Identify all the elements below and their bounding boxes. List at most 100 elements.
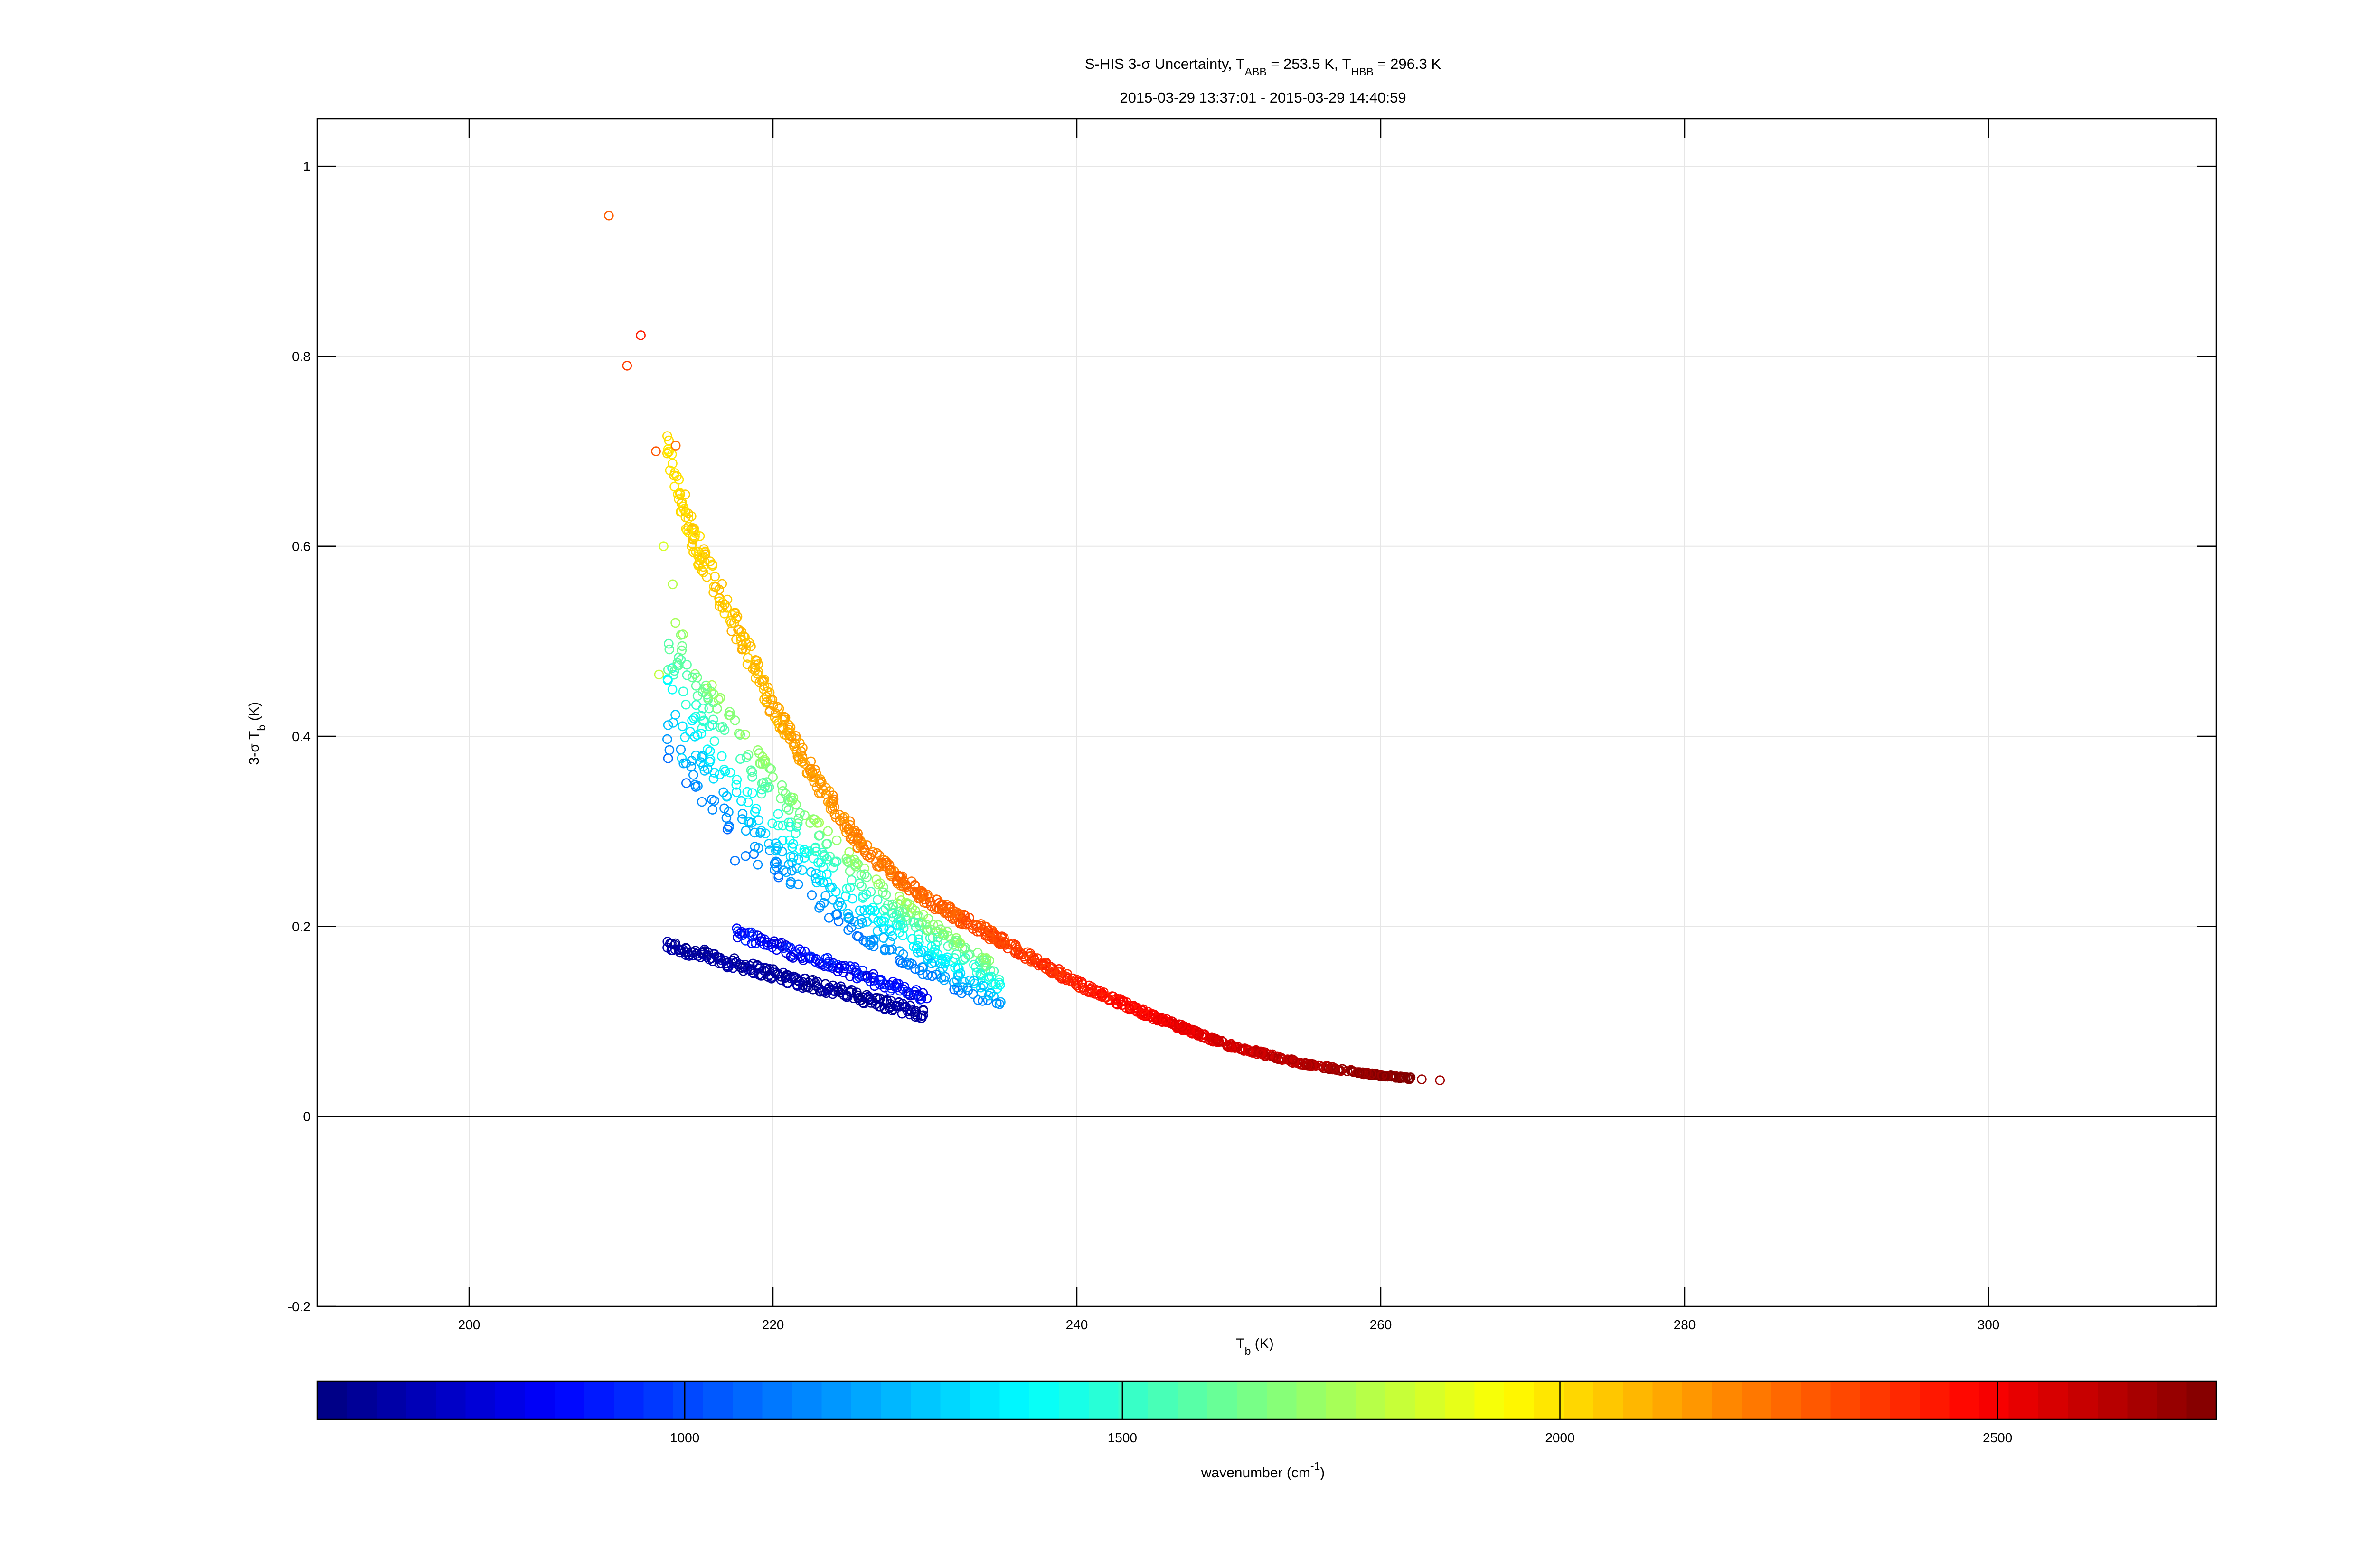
colorbar-cell	[1593, 1381, 1623, 1419]
data-point	[717, 722, 727, 732]
data-point	[800, 946, 810, 957]
data-point	[670, 441, 681, 451]
data-point	[794, 752, 804, 762]
data-point	[707, 559, 717, 570]
data-point	[774, 723, 785, 733]
data-point	[699, 766, 710, 776]
data-point	[777, 780, 787, 790]
data-point	[816, 871, 826, 881]
colorbar-cell	[1504, 1381, 1535, 1419]
colorbar-label: wavenumber (cm-1)	[1201, 1460, 1325, 1481]
data-point	[777, 836, 788, 845]
data-point	[791, 828, 801, 838]
data-point	[909, 917, 919, 927]
data-point	[690, 531, 700, 542]
data-point	[709, 689, 719, 699]
data-point	[788, 953, 798, 963]
data-point	[986, 932, 997, 942]
data-point	[743, 797, 753, 807]
data-point	[891, 919, 902, 930]
data-point	[856, 870, 867, 880]
data-point	[773, 718, 783, 728]
data-point	[747, 772, 757, 782]
data-point	[896, 895, 906, 905]
data-point	[975, 968, 985, 978]
data-point	[696, 711, 706, 721]
data-point	[815, 776, 826, 786]
data-point	[922, 993, 932, 1004]
data-point	[989, 966, 999, 976]
data-point	[767, 818, 777, 828]
data-point	[715, 601, 725, 611]
data-point	[835, 897, 845, 907]
data-point	[697, 752, 707, 762]
colorbar-cell	[1326, 1381, 1357, 1419]
data-point	[907, 959, 917, 969]
data-point	[772, 702, 783, 712]
data-point	[818, 785, 828, 795]
colorbar-cell	[940, 1381, 970, 1419]
data-point	[795, 808, 805, 818]
colorbar-cell	[821, 1381, 852, 1419]
data-point	[688, 547, 698, 557]
data-point	[939, 975, 949, 985]
data-point	[843, 909, 853, 919]
data-point	[831, 887, 841, 897]
data-point	[928, 920, 938, 930]
data-point	[697, 687, 708, 697]
data-point	[788, 839, 798, 849]
data-point	[888, 902, 898, 912]
data-point	[879, 916, 889, 927]
data-point	[697, 723, 707, 733]
colorbar-cell	[1385, 1381, 1416, 1419]
data-point	[1056, 966, 1066, 976]
data-point	[760, 828, 771, 838]
data-point	[777, 846, 787, 857]
colorbar-cell	[999, 1381, 1030, 1419]
data-point	[780, 712, 790, 722]
data-point	[1117, 995, 1127, 1005]
colorbar-cell	[2038, 1381, 2069, 1419]
data-point	[664, 745, 675, 755]
data-point	[910, 964, 920, 974]
data-point	[1093, 986, 1103, 996]
data-point	[973, 922, 983, 933]
data-point	[709, 736, 720, 746]
data-point	[1417, 1074, 1427, 1084]
data-point	[969, 976, 979, 986]
colorbar-cell	[1564, 1381, 1594, 1419]
colorbar-cell	[1118, 1381, 1149, 1419]
data-point	[1010, 948, 1020, 958]
colorbar-cell	[911, 1381, 941, 1419]
data-point	[774, 704, 784, 714]
data-point	[943, 931, 953, 941]
data-point	[734, 728, 744, 739]
data-point	[794, 976, 805, 987]
data-point	[1140, 1010, 1149, 1020]
data-point	[683, 514, 694, 524]
data-point	[862, 971, 872, 981]
data-point	[731, 780, 741, 790]
colorbar-cell	[1029, 1381, 1060, 1419]
data-point	[691, 751, 701, 761]
data-point	[925, 896, 935, 907]
data-point	[819, 898, 829, 908]
data-point	[677, 645, 687, 656]
colorbar-cell	[1237, 1381, 1267, 1419]
data-point	[691, 700, 701, 710]
data-point	[707, 680, 717, 690]
data-point	[804, 765, 815, 775]
data-point	[1174, 1019, 1184, 1029]
data-point	[912, 889, 922, 899]
data-point	[704, 721, 715, 731]
data-point	[668, 718, 678, 728]
data-point	[787, 865, 797, 876]
data-point	[678, 686, 688, 696]
data-point	[1230, 1042, 1240, 1052]
data-point	[970, 962, 981, 972]
data-point	[1385, 1071, 1395, 1081]
data-point	[769, 936, 779, 946]
colorbar-cell	[1801, 1381, 1831, 1419]
data-point	[670, 944, 680, 955]
data-point	[746, 927, 757, 938]
